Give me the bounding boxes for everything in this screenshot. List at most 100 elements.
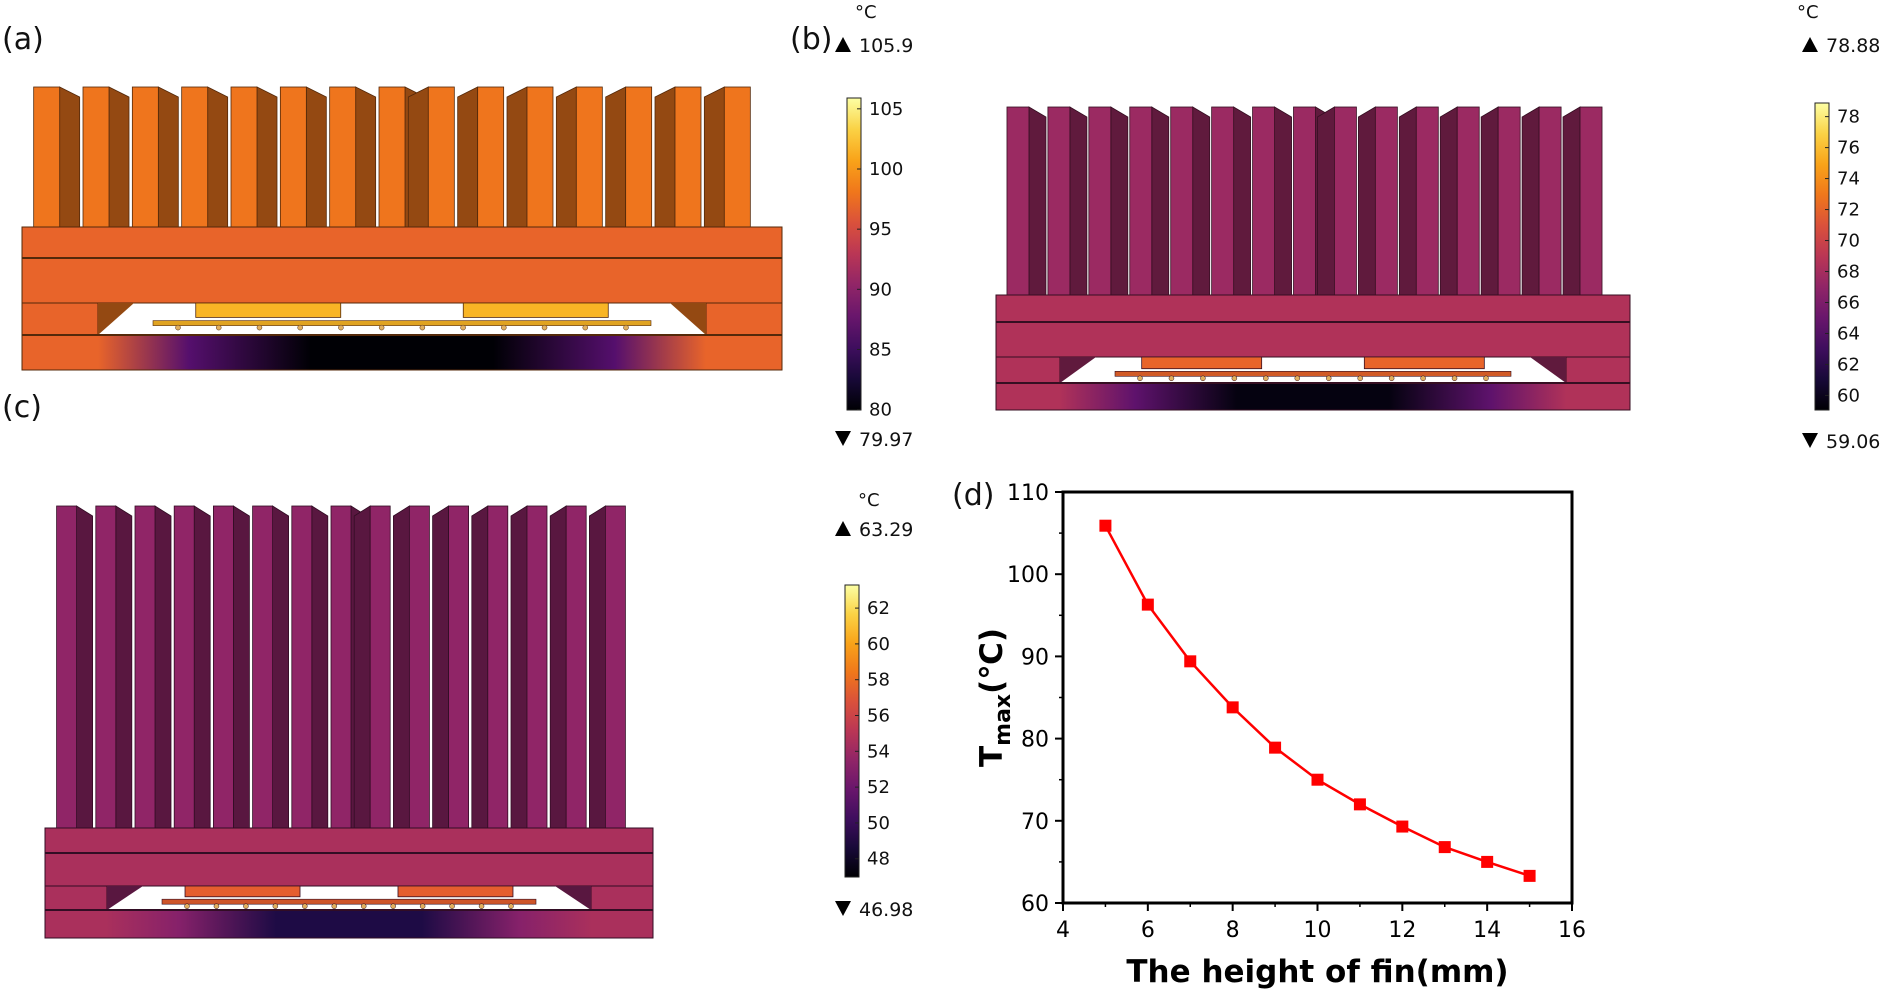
colorbar-tick-label: 62	[1837, 354, 1860, 375]
colorbar-tick-label: 52	[867, 777, 890, 798]
fin	[131, 86, 159, 228]
solder-ball	[213, 903, 220, 909]
solder-ball	[272, 903, 279, 909]
plot-frame	[1061, 490, 1574, 905]
solder-ball	[508, 903, 514, 909]
solder-ball	[1137, 375, 1143, 382]
data-point	[1396, 820, 1409, 833]
fin	[526, 86, 554, 228]
data-point	[1184, 655, 1197, 668]
colorbar-tick-label: 60	[867, 634, 890, 655]
solder-ball	[1420, 375, 1426, 382]
pcb-strip	[161, 898, 537, 905]
panel-b-label: (b)	[790, 22, 833, 57]
max-marker-icon	[1802, 37, 1818, 52]
support-shadow	[107, 886, 143, 910]
chip	[195, 302, 342, 318]
max-value: 105.9	[859, 35, 913, 57]
support-right	[590, 885, 654, 911]
colorbar-unit: °C	[858, 490, 880, 511]
x-tick-label: 4	[1056, 918, 1070, 943]
colorbar-tick-label: 58	[867, 670, 890, 691]
colorbar-gradient	[846, 97, 862, 411]
max-marker-icon	[835, 521, 851, 536]
min-value: 46.98	[859, 899, 913, 921]
solder-ball	[1231, 375, 1238, 382]
colorbar-tick-label: 78	[1837, 107, 1860, 128]
panel-a-label: (a)	[2, 22, 44, 57]
pcb-strip	[1114, 370, 1512, 377]
colorbar-unit: °C	[1797, 2, 1819, 23]
colorbar-tick-label: 68	[1837, 262, 1860, 283]
solder-ball	[1263, 375, 1269, 382]
base-plate	[995, 294, 1631, 358]
colorbar-tick-label: 70	[1837, 231, 1860, 252]
solder-ball	[419, 903, 426, 909]
solder-ball	[360, 903, 367, 909]
y-axis-label: Tmax(℃)	[974, 628, 1016, 767]
fin	[279, 86, 307, 228]
solder-ball	[331, 903, 338, 909]
solder-ball	[184, 903, 190, 909]
data-point	[1099, 519, 1112, 532]
min-value: 59.06	[1826, 431, 1880, 453]
solder-ball	[460, 324, 466, 331]
panel-d-label: (d)	[952, 478, 995, 513]
max-value: 78.88	[1826, 35, 1880, 57]
heatsink-c-render	[44, 505, 654, 939]
solder-ball	[449, 903, 455, 909]
solder-ball	[175, 324, 181, 331]
solder-ball	[1483, 375, 1489, 382]
y-tick-label: 70	[1021, 810, 1049, 835]
colorbar-tick-label: 54	[867, 741, 890, 762]
colorbar-tick-label: 62	[867, 598, 890, 619]
data-point	[1523, 869, 1536, 882]
colorbar-tick-label: 56	[867, 706, 890, 727]
max-marker-icon	[835, 37, 851, 52]
solder-ball	[1325, 375, 1332, 382]
y-tick-label: 80	[1021, 728, 1049, 753]
heatsink-b-render	[995, 106, 1631, 411]
colorbar-gradient	[844, 584, 860, 878]
colorbar-tick-label: 60	[1837, 385, 1860, 406]
colorbar-tick-label: 80	[869, 400, 892, 421]
solder-ball	[478, 903, 485, 909]
colorbar-tick-label: 66	[1837, 293, 1860, 314]
colorbar-tick-label: 50	[867, 813, 890, 834]
support-shadow	[555, 886, 591, 910]
solder-ball	[390, 903, 396, 909]
solder-ball	[378, 324, 385, 331]
y-tick-label: 90	[1021, 645, 1049, 670]
solder-ball	[1357, 375, 1363, 382]
fin	[723, 86, 751, 228]
fin	[33, 86, 61, 228]
min-marker-icon	[1802, 433, 1818, 448]
base-plate	[21, 226, 783, 304]
solder-ball	[623, 324, 629, 331]
x-tick-label: 16	[1558, 918, 1586, 943]
bottom-plate	[21, 334, 783, 371]
colorbar-tick-label: 72	[1837, 200, 1860, 221]
x-tick-label: 10	[1304, 918, 1332, 943]
data-point	[1141, 598, 1154, 611]
support-shadow	[1530, 357, 1566, 383]
fin	[329, 86, 357, 228]
fin	[378, 86, 406, 228]
bottom-plate	[44, 909, 654, 939]
solder-ball	[215, 324, 222, 331]
x-tick-label: 8	[1226, 918, 1240, 943]
solder-ball	[419, 324, 426, 331]
chip	[184, 885, 301, 898]
colorbar-tick-label: 48	[867, 849, 890, 870]
fin	[575, 86, 603, 228]
x-tick-label: 6	[1141, 918, 1155, 943]
data-point	[1226, 701, 1239, 714]
support-shadow	[1060, 357, 1096, 383]
min-value: 79.97	[859, 429, 913, 451]
data-point	[1311, 773, 1324, 786]
base-plate	[44, 827, 654, 887]
y-tick-label: 100	[1007, 563, 1049, 588]
